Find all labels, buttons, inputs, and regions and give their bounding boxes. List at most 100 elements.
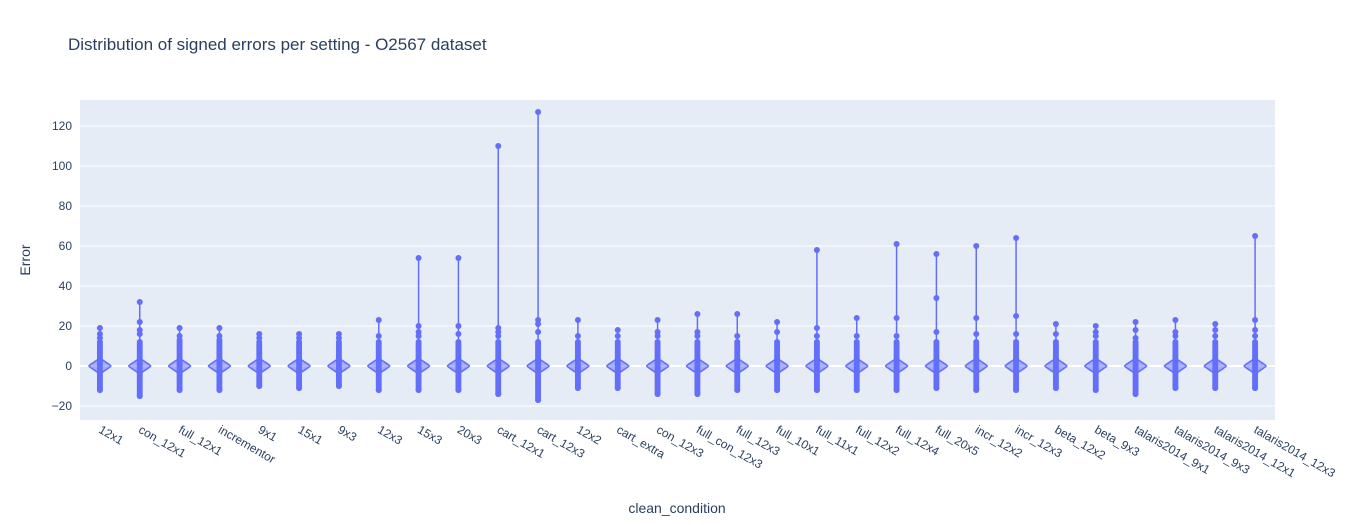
violin-beta_9x3 [1083,323,1108,393]
min-point [176,387,183,393]
violin-con_12x3 [645,317,670,397]
min-point [1013,387,1020,393]
min-point [495,391,502,397]
min-point [335,383,342,389]
data-point [375,339,382,345]
violin-full_12x2 [844,315,869,393]
min-point [96,387,103,393]
outlier-point [96,325,103,331]
outlier-point [296,335,303,341]
min-point [1052,385,1059,391]
x-tick-label: 15x3 [415,422,445,447]
min-point [694,391,701,397]
data-point [973,339,980,345]
min-point [415,387,422,393]
outlier-point [1252,327,1259,333]
x-tick-label: full_12x4 [893,422,942,458]
data-point [1092,339,1099,345]
outlier-point [694,333,701,339]
outlier-point [893,315,900,321]
outlier-point [1252,317,1259,323]
outlier-point [535,109,542,115]
outlier-point [1132,319,1139,325]
outlier-point [375,317,382,323]
data-point [136,339,143,345]
violin-talaris2014_9x3 [1163,317,1188,391]
violin-9x1 [247,331,272,389]
min-point [535,397,542,403]
outlier-point [455,255,462,261]
y-tick-label: 0 [65,359,72,373]
outlier-point [973,331,980,337]
violin-full_12x4 [884,241,909,393]
y-tick-label: 60 [59,239,73,253]
outlier-point [176,325,183,331]
violin-15x1 [287,331,311,391]
violin-incrementor [207,325,232,393]
outlier-point [614,327,621,333]
x-tick-label: 15x1 [296,422,326,447]
outlier-point [574,333,581,339]
min-point [455,387,462,393]
outlier-point [614,333,621,339]
min-point [1252,385,1259,391]
y-axis-title: Error [17,244,33,275]
min-point [813,387,820,393]
outlier-point [654,333,661,339]
violin-talaris2014_12x3 [1243,233,1267,391]
outlier-point [1013,313,1020,319]
outlier-point [973,243,980,249]
data-point [614,339,621,345]
violins [88,109,1267,403]
outlier-point [1013,331,1020,337]
x-tick-label: 9x3 [335,422,359,444]
outlier-point [973,315,980,321]
data-point [774,339,781,345]
data-point [1172,339,1179,345]
outlier-point [136,299,143,305]
data-point [1252,339,1259,345]
x-tick-label: full_12x2 [853,422,902,458]
violin-12x1 [88,325,112,393]
min-point [296,385,303,391]
violin-12x3 [366,317,391,393]
data-point [654,339,661,345]
min-point [933,385,940,391]
min-point [1172,385,1179,391]
data-point [1013,339,1020,345]
outlier-point [1132,327,1139,333]
violin-con_12x1 [127,299,152,399]
data-point [495,339,502,345]
violin-full_20x5 [924,251,949,391]
violin-talaris2014_9x1 [1123,319,1148,397]
outlier-point [654,317,661,323]
min-point [973,387,980,393]
violin-full_con_12x3 [685,311,710,397]
y-axis-ticks: −20 0 20 40 60 80 100 120 [52,119,73,413]
min-point [654,391,661,397]
outlier-point [813,333,820,339]
gridlines [80,125,1275,407]
outlier-point [893,241,900,247]
violin-full_12x3 [725,311,750,393]
chart-title: Distribution of signed errors per settin… [68,35,487,54]
outlier-point [136,331,143,337]
violin-12x2 [566,317,590,391]
outlier-point [853,315,860,321]
data-point [574,339,581,345]
outlier-point [1092,323,1099,329]
data-point [1212,339,1219,345]
outlier-point [1212,327,1219,333]
min-point [1132,391,1139,397]
outlier-point [375,333,382,339]
outlier-point [933,329,940,335]
violin-full_12x1 [167,325,192,393]
outlier-point [1172,317,1179,323]
min-point [1212,385,1219,391]
outlier-point [415,333,422,339]
x-axis-title: clean_condition [628,500,725,516]
x-tick-label: 20x3 [455,422,485,447]
outlier-point [535,321,542,327]
outlier-point [415,255,422,261]
